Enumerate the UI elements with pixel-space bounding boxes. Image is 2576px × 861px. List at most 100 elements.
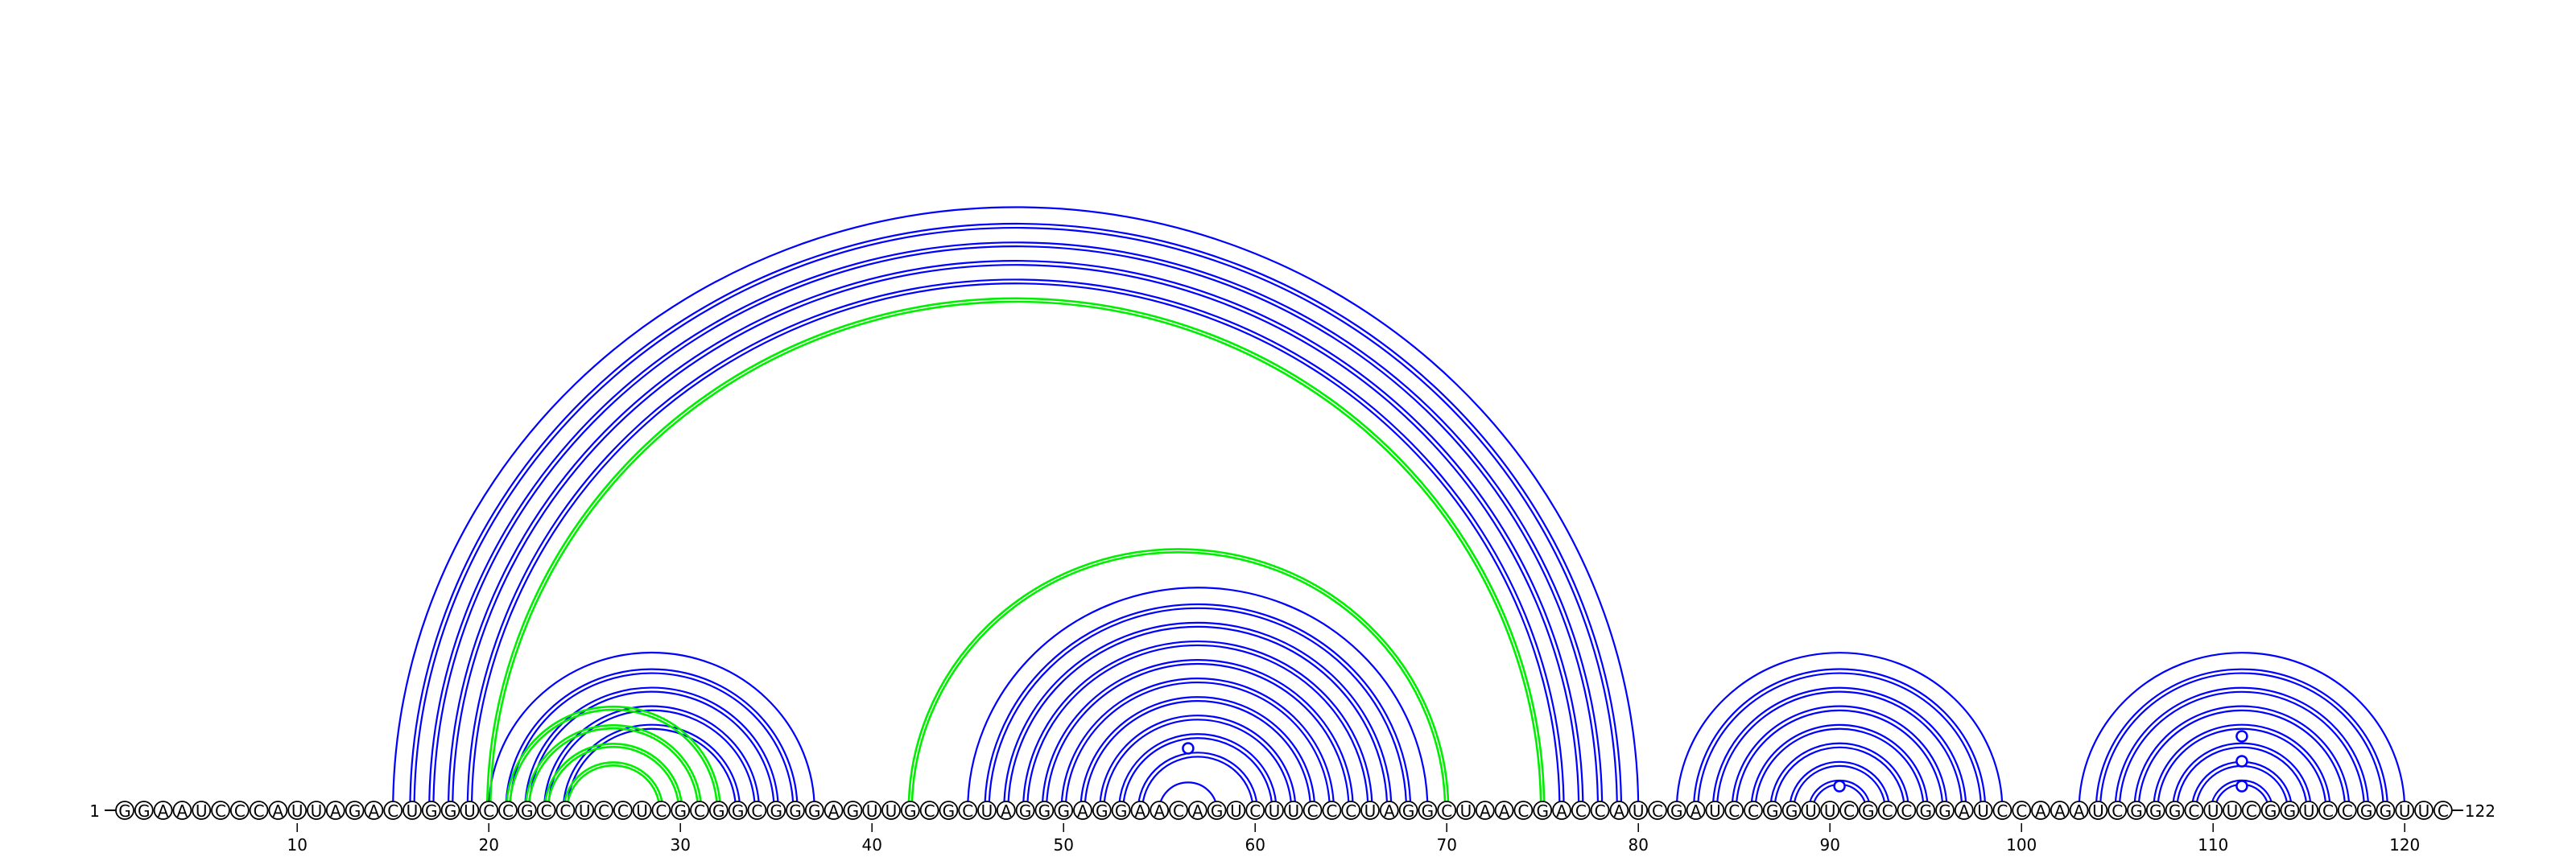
nucleotide-letter: U xyxy=(1269,801,1281,821)
nucleotide-letter: U xyxy=(291,801,303,821)
blue-arc-106-117-line1 xyxy=(2137,709,2347,811)
green-arc-20-75-line1 xyxy=(489,300,1542,811)
blue-arc-49-65-line2 xyxy=(1041,658,1354,811)
blue-arc-45-69 xyxy=(967,587,1429,811)
nucleotide-circle xyxy=(402,801,422,820)
blue-arc-22-35-line1 xyxy=(528,690,775,811)
nucleotide-circle xyxy=(498,801,518,820)
tick-50: 50 xyxy=(1053,823,1074,855)
nucleotide-61: U xyxy=(1265,801,1284,821)
nucleotide-letter: U xyxy=(1460,801,1472,821)
nucleotide-119: G xyxy=(2376,801,2396,821)
nucleotide-27: C xyxy=(613,801,633,821)
tick-label: 20 xyxy=(478,835,498,855)
nucleotide-letter: G xyxy=(2264,801,2277,821)
nucleotide-letter: G xyxy=(712,801,725,821)
nucleotide-letter: C xyxy=(1843,801,1855,821)
nucleotide-letter: A xyxy=(828,801,840,821)
gu-pair-dot-90-91-1 xyxy=(1833,780,1846,793)
nucleotide-circle xyxy=(1533,801,1553,820)
nucleotide-circle xyxy=(345,801,365,820)
tick-label: 10 xyxy=(287,835,307,855)
nucleotide-circle xyxy=(172,801,192,820)
blue-arc-18-77-line2 xyxy=(447,260,1584,811)
nucleotide-circle xyxy=(1360,801,1380,820)
nucleotide-circle xyxy=(2107,801,2128,820)
nucleotide-110: U xyxy=(2203,801,2223,821)
nucleotide-letter: G xyxy=(1785,801,1798,821)
nucleotide-letter: C xyxy=(1652,801,1663,821)
blue-arc-23-34-line2 xyxy=(543,705,761,811)
nucleotide-letter: G xyxy=(138,801,151,821)
nucleotide-letter: G xyxy=(847,801,860,821)
nucleotide-circle xyxy=(958,801,978,820)
nucleotide-36: G xyxy=(786,801,805,821)
nucleotide-circle xyxy=(383,801,403,820)
nucleotide-letter: G xyxy=(789,801,802,821)
nucleotide-76: A xyxy=(1552,801,1571,821)
nucleotide-77: C xyxy=(1571,801,1591,821)
nucleotide-84: U xyxy=(1705,801,1725,821)
nucleotide-83: A xyxy=(1686,801,1706,821)
nucleotide-118: G xyxy=(2356,801,2376,821)
nucleotide-circle xyxy=(708,801,729,820)
gu-pair-dot-111-112-2 xyxy=(2235,755,2248,768)
nucleotide-33: G xyxy=(728,801,748,821)
nucleotide-circle xyxy=(671,801,691,820)
nucleotide-25: U xyxy=(575,801,595,821)
nucleotide-letter: C xyxy=(1307,801,1319,821)
nucleotide-9: A xyxy=(268,801,288,821)
nucleotide-letter: A xyxy=(1077,801,1088,821)
nucleotide-86: C xyxy=(1744,801,1763,821)
green-arc-42-70-line2 xyxy=(907,547,1450,811)
nucleotide-letter: C xyxy=(2322,801,2334,821)
nucleotide-circle xyxy=(229,801,250,820)
tick-100: 100 xyxy=(2006,823,2037,855)
nucleotide-circle xyxy=(881,801,901,820)
nucleotide-circle xyxy=(2223,801,2242,820)
nucleotide-69: G xyxy=(1418,801,1438,821)
nucleotide-letter: U xyxy=(2303,801,2315,821)
blue-arc-103-120 xyxy=(2078,651,2406,811)
nucleotide-circle xyxy=(2050,801,2070,820)
blue-arc-84-97-line1 xyxy=(1715,690,1963,811)
blue-arc-85-96-line2 xyxy=(1731,705,1948,811)
nucleotide-letter: A xyxy=(2054,801,2066,821)
nucleotide-circle xyxy=(2165,801,2185,820)
nucleotide-circle xyxy=(1973,801,1993,820)
nucleotide-circle xyxy=(594,801,613,820)
nucleotide-letter: A xyxy=(1614,801,1625,821)
nucleotide-letter: G xyxy=(1211,801,1224,821)
nucleotide-circle xyxy=(804,801,824,820)
nucleotide-circle xyxy=(1245,801,1265,820)
nucleotide-circle xyxy=(1341,801,1361,820)
nucleotide-circle xyxy=(1877,801,1897,820)
nucleotide-circle xyxy=(2280,801,2300,820)
nucleotide-letter: G xyxy=(1536,801,1549,821)
nucleotide-letter: G xyxy=(1019,801,1032,821)
nucleotide-circle xyxy=(555,801,576,820)
nucleotide-circle xyxy=(1629,801,1649,820)
nucleotide-48: G xyxy=(1015,801,1035,821)
nucleotide-letter: U xyxy=(2418,801,2430,821)
nucleotide-letter: A xyxy=(1135,801,1146,821)
nucleotide-14: A xyxy=(364,801,384,821)
nucleotide-letter: U xyxy=(2092,801,2104,821)
nucleotide-letter: G xyxy=(425,801,438,821)
blue-arc-48-66-line2 xyxy=(1022,640,1373,811)
nucleotide-circle xyxy=(747,801,767,820)
nucleotide-122: C xyxy=(2433,801,2453,821)
nucleotide-circle xyxy=(1954,801,1974,820)
nucleotide-46: U xyxy=(977,801,997,821)
nucleotide-11: U xyxy=(307,801,326,821)
nucleotide-letter: G xyxy=(1919,801,1932,821)
nucleotide-letter: G xyxy=(1670,801,1683,821)
blue-arc-108-115-line1 xyxy=(2176,746,2308,811)
nucleotide-circle xyxy=(1054,801,1074,820)
nucleotide-circle xyxy=(2127,801,2146,820)
blue-arc-85-96-line1 xyxy=(1735,709,1944,811)
blue-arc-51-63-line1 xyxy=(1084,700,1312,811)
blue-arc-88-93-line1 xyxy=(1793,764,1887,811)
